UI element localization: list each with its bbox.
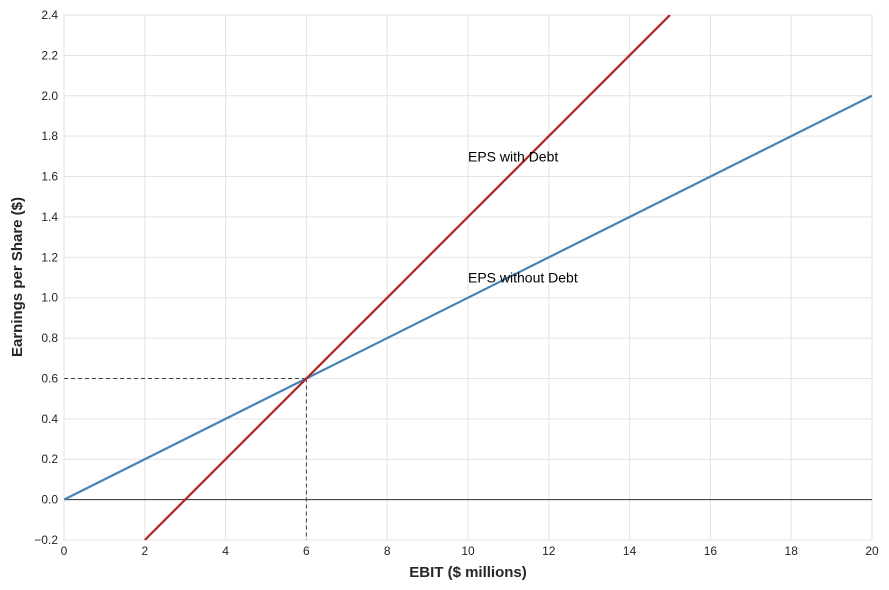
y-axis-title: Earnings per Share ($) [9,197,26,357]
y-tick-label: 1.2 [41,250,58,264]
x-tick-label: 16 [704,544,718,558]
x-tick-label: 18 [785,544,799,558]
y-tick-label: 2.0 [41,89,58,103]
x-tick-label: 10 [461,544,475,558]
x-tick-label: 6 [303,544,310,558]
x-tick-label: 12 [542,544,556,558]
y-tick-label: 0.0 [41,493,58,507]
y-tick-label: 0.2 [41,452,58,466]
y-tick-label: 1.8 [41,129,58,143]
eps-with-debt-annotation: EPS with Debt [468,148,558,164]
y-tick-label: 0.6 [41,371,58,385]
x-tick-label: 14 [623,544,637,558]
eps-with-debt-line [144,15,671,540]
y-tick-label: 2.2 [41,48,58,62]
x-tick-label: 2 [141,544,148,558]
y-tick-label: 1.6 [41,170,58,184]
y-tick-label: 1.0 [41,291,58,305]
y-tick-label: 0.8 [41,331,58,345]
x-axis-title: EBIT ($ millions) [409,564,527,581]
eps-without-debt-annotation: EPS without Debt [468,270,578,286]
y-tick-label: 0.4 [41,412,58,426]
y-tick-label: −0.2 [34,533,58,547]
annotations: EPS with Debt EPS without Debt [468,148,578,285]
x-tick-label: 20 [865,544,879,558]
x-tick-label: 4 [222,544,229,558]
series-lines [64,15,872,540]
reference-lines [64,377,872,540]
y-tick-label: 2.4 [41,8,58,22]
x-tick-label: 0 [61,544,68,558]
y-tick-label: 1.4 [41,210,58,224]
tick-labels: 0 2 4 6 8 10 12 14 16 18 20 −0.2 0.0 0.2 0.4 0.6 0.8 1.0 1… [34,8,879,558]
x-tick-label: 8 [384,544,391,558]
eps-without-debt-line [64,94,872,501]
